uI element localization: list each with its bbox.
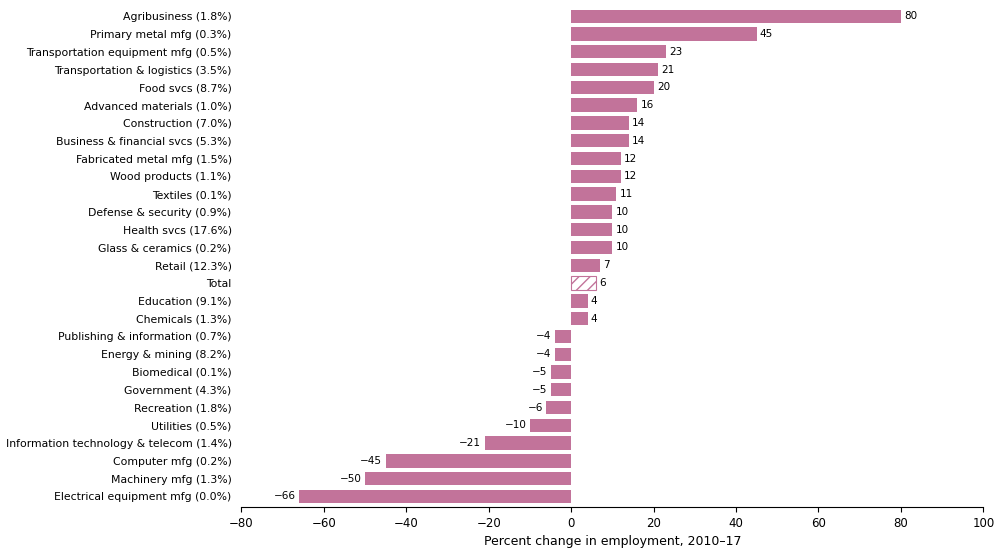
- Bar: [386, 454, 571, 468]
- Text: 23: 23: [669, 47, 682, 57]
- Bar: [485, 437, 571, 450]
- Text: 45: 45: [760, 29, 773, 39]
- Text: 21: 21: [661, 65, 674, 75]
- Bar: [299, 490, 571, 503]
- Bar: [571, 276, 596, 290]
- Bar: [571, 9, 901, 23]
- Text: 6: 6: [599, 278, 606, 288]
- Bar: [571, 259, 600, 272]
- Text: 20: 20: [657, 83, 670, 93]
- Bar: [571, 276, 596, 290]
- Text: 16: 16: [640, 100, 654, 110]
- Bar: [571, 99, 637, 112]
- Bar: [571, 187, 616, 201]
- Text: −5: −5: [532, 367, 547, 377]
- Text: −50: −50: [340, 474, 362, 484]
- Bar: [571, 152, 621, 165]
- Bar: [571, 294, 588, 307]
- Bar: [571, 45, 666, 59]
- Bar: [571, 27, 757, 40]
- Bar: [571, 63, 658, 76]
- Bar: [546, 401, 571, 414]
- Bar: [571, 81, 654, 94]
- Bar: [571, 134, 629, 147]
- Bar: [555, 330, 571, 343]
- Text: 12: 12: [624, 171, 637, 181]
- Bar: [530, 419, 571, 432]
- Bar: [365, 472, 571, 485]
- Bar: [571, 205, 612, 219]
- Text: −4: −4: [536, 331, 551, 341]
- Text: −4: −4: [536, 349, 551, 359]
- Text: 12: 12: [624, 153, 637, 163]
- Text: −10: −10: [505, 420, 527, 430]
- Bar: [551, 365, 571, 378]
- Text: 80: 80: [904, 11, 917, 21]
- Text: 10: 10: [616, 243, 629, 253]
- Bar: [571, 223, 612, 237]
- Bar: [571, 116, 629, 130]
- Text: 14: 14: [632, 136, 645, 146]
- Text: 4: 4: [591, 314, 598, 324]
- Bar: [571, 170, 621, 183]
- Bar: [555, 347, 571, 361]
- Bar: [571, 241, 612, 254]
- Text: 11: 11: [620, 189, 633, 199]
- Bar: [551, 383, 571, 397]
- Text: −21: −21: [459, 438, 481, 448]
- X-axis label: Percent change in employment, 2010–17: Percent change in employment, 2010–17: [484, 536, 741, 548]
- Text: 10: 10: [616, 225, 629, 235]
- Text: 10: 10: [616, 207, 629, 217]
- Text: 4: 4: [591, 296, 598, 306]
- Text: 14: 14: [632, 118, 645, 128]
- Text: −45: −45: [360, 456, 382, 466]
- Text: −66: −66: [274, 491, 296, 501]
- Text: 7: 7: [603, 260, 610, 270]
- Bar: [571, 312, 588, 325]
- Text: −5: −5: [532, 385, 547, 395]
- Text: −6: −6: [528, 403, 543, 413]
